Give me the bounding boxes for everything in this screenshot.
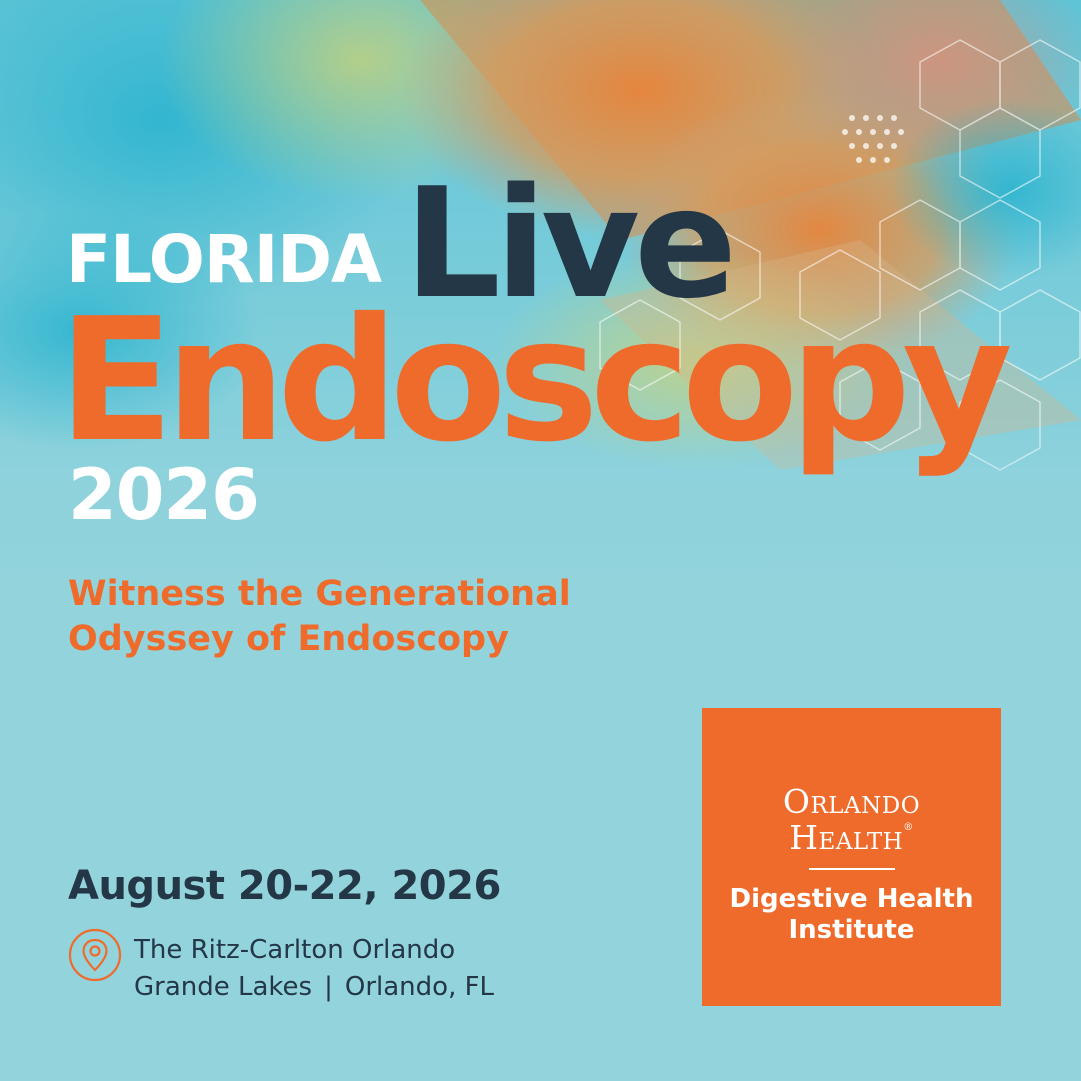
logo-divider <box>809 868 895 870</box>
department-line-2: Institute <box>788 915 915 946</box>
venue-place: Grande Lakes <box>134 971 313 1002</box>
logo-word-orlando: Orlando <box>702 782 1001 821</box>
event-dates: August 20-22, 2026 <box>68 863 501 909</box>
tagline-line-2: Odyssey of Endoscopy <box>68 618 509 659</box>
logo-department: Digestive Health Institute <box>702 884 1001 946</box>
tagline-line-1: Witness the Generational <box>68 574 571 614</box>
venue-separator: | <box>324 971 333 1002</box>
location-pin-icon <box>68 928 122 982</box>
title-live: Live <box>404 155 737 332</box>
tagline: Witness the Generational Odyssey of Endo… <box>68 572 571 662</box>
venue-name: The Ritz-Carlton Orlando <box>134 935 456 965</box>
title-endoscopy: Endoscopy <box>58 282 1013 480</box>
venue-location: Grande Lakes | Orlando, FL <box>134 969 494 1006</box>
logo-health-text: Health <box>789 818 904 857</box>
registered-mark: ® <box>903 822 914 833</box>
department-line-1: Digestive Health <box>729 884 974 914</box>
venue-address: The Ritz-Carlton Orlando Grande Lakes | Or… <box>134 932 494 1006</box>
logo-orlando-text: Orlando <box>782 782 921 821</box>
orlando-health-logo: Orlando Health® Digestive Health Institu… <box>702 708 1001 1006</box>
logo-word-health: Health® <box>702 818 1001 857</box>
title-florida: FLORIDA <box>66 221 382 298</box>
event-year: 2026 <box>68 454 260 536</box>
venue-city: Orlando, FL <box>344 971 495 1002</box>
